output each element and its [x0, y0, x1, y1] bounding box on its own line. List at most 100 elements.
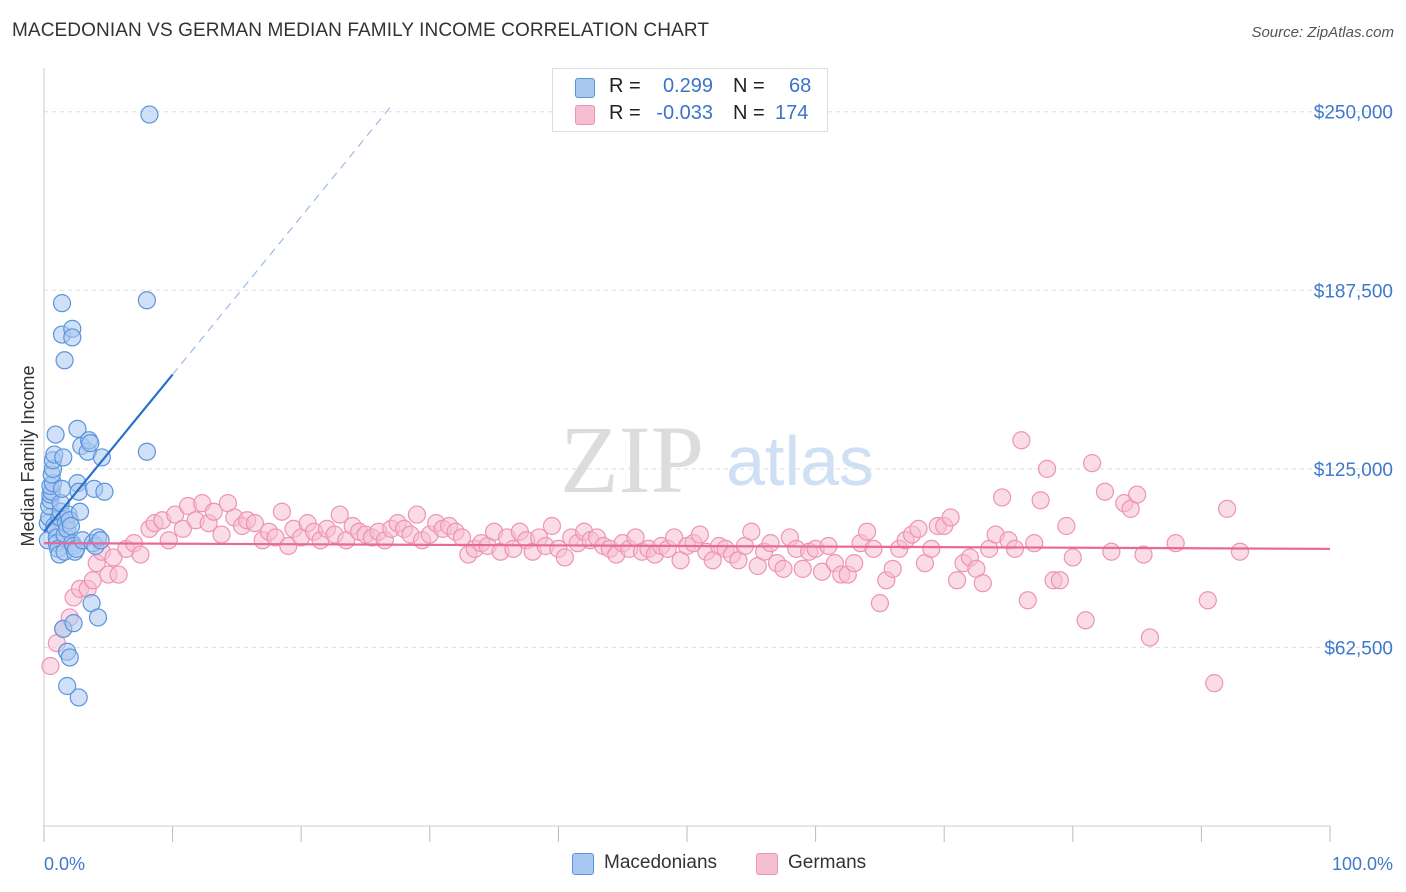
- macedonian-trend-line: [43, 373, 174, 533]
- y-tick-label: $250,000: [1314, 103, 1393, 124]
- macedonian-point: [81, 434, 100, 453]
- trend-lines: [43, 105, 1331, 550]
- german-point: [1102, 542, 1121, 561]
- german-point: [1025, 534, 1044, 553]
- macedonian-point: [58, 676, 77, 696]
- macedonian-points: [38, 105, 159, 707]
- german-point: [941, 508, 960, 527]
- german-point: [212, 525, 231, 544]
- axes: [43, 68, 1331, 842]
- macedonian-point: [63, 328, 82, 347]
- german-point: [883, 559, 902, 578]
- german-point: [272, 502, 292, 521]
- german-point: [909, 519, 928, 538]
- legend-r-label: R =: [609, 75, 641, 97]
- bottom-label-macedonians: Macedonians: [604, 852, 718, 873]
- german-point: [41, 656, 60, 676]
- german-point: [555, 548, 574, 567]
- german-point: [742, 522, 761, 541]
- legend-r-value: 0.299: [662, 75, 713, 97]
- german-point: [870, 594, 890, 613]
- german-point: [173, 519, 192, 538]
- x-axis-max-label: 100.0%: [1332, 854, 1393, 874]
- german-point: [131, 545, 150, 564]
- german-point: [947, 571, 967, 590]
- german-point: [992, 488, 1012, 507]
- german-point: [159, 531, 178, 550]
- macedonian-point: [60, 648, 79, 667]
- german-point: [1031, 491, 1050, 510]
- german-point: [812, 562, 832, 581]
- german-point: [857, 522, 877, 541]
- y-tick-label: $62,500: [1324, 638, 1393, 659]
- german-point: [166, 505, 185, 524]
- macedonian-point: [92, 448, 111, 467]
- legend-swatch-germans: [575, 105, 595, 125]
- macedonian-point: [68, 419, 87, 438]
- bottom-label-germans: Germans: [788, 852, 867, 873]
- german-point: [845, 554, 864, 573]
- macedonian-point: [70, 502, 90, 521]
- german-point: [104, 548, 123, 567]
- german-point: [1140, 628, 1160, 647]
- source-label: Source: ZipAtlas.com: [1251, 24, 1394, 41]
- german-point: [109, 565, 128, 584]
- watermark-atlas: atlas: [726, 422, 874, 500]
- german-point: [1005, 539, 1025, 558]
- macedonian-point: [88, 608, 108, 627]
- macedonian-point: [137, 291, 156, 310]
- y-tick-label: $125,000: [1314, 460, 1393, 481]
- german-point: [1095, 482, 1115, 501]
- german-point: [266, 528, 285, 547]
- macedonian-point: [55, 351, 74, 370]
- macedonian-point: [46, 425, 65, 444]
- german-point: [1218, 499, 1237, 518]
- german-point: [1050, 571, 1070, 590]
- macedonian-trend-extension: [172, 105, 392, 375]
- german-point: [1230, 542, 1250, 561]
- correlation-legend: R = 0.299 N = 68 R = -0.033 N = 174: [552, 68, 828, 132]
- german-point: [1076, 611, 1095, 630]
- macedonian-point: [69, 688, 88, 707]
- macedonian-point: [137, 442, 156, 461]
- german-point: [542, 516, 562, 536]
- macedonian-point: [52, 479, 72, 498]
- german-point: [330, 505, 349, 524]
- macedonian-point: [64, 614, 83, 633]
- legend-n-value: 174: [775, 102, 809, 124]
- german-point: [245, 514, 265, 533]
- macedonian-point: [91, 531, 110, 550]
- german-point: [793, 559, 812, 578]
- legend-r-label: R =: [609, 102, 641, 124]
- watermark-zip: ZIP: [560, 406, 704, 513]
- german-point: [1082, 454, 1102, 473]
- german-point: [1134, 545, 1153, 564]
- german-point: [204, 502, 223, 521]
- bottom-swatch-germans: [756, 853, 778, 875]
- german-point: [1018, 591, 1037, 610]
- german-point: [1057, 516, 1076, 536]
- y-axis-labels: $62,500 $125,000 $187,500 $250,000: [1314, 103, 1393, 660]
- german-point: [1012, 431, 1031, 450]
- legend-swatch-macedonians: [575, 78, 595, 98]
- bottom-swatch-macedonians: [572, 853, 594, 875]
- legend-n-label: N =: [733, 75, 765, 97]
- y-tick-label: $187,500: [1314, 281, 1393, 302]
- german-point: [1037, 459, 1057, 478]
- chart-title: MACEDONIAN VS GERMAN MEDIAN FAMILY INCOM…: [12, 20, 710, 41]
- german-point: [279, 536, 298, 556]
- german-point: [1198, 591, 1217, 610]
- german-point: [690, 525, 709, 544]
- german-point: [1205, 674, 1224, 693]
- macedonian-point: [140, 105, 159, 124]
- y-axis-title: Median Family Income: [18, 365, 38, 546]
- german-point: [407, 505, 427, 524]
- legend-r-value: -0.033: [656, 102, 713, 124]
- german-point: [1063, 548, 1082, 567]
- macedonian-point: [52, 294, 72, 313]
- grid-lines: [44, 111, 1395, 648]
- x-axis-min-label: 0.0%: [44, 854, 85, 874]
- german-point: [761, 534, 780, 553]
- german-point: [922, 539, 941, 558]
